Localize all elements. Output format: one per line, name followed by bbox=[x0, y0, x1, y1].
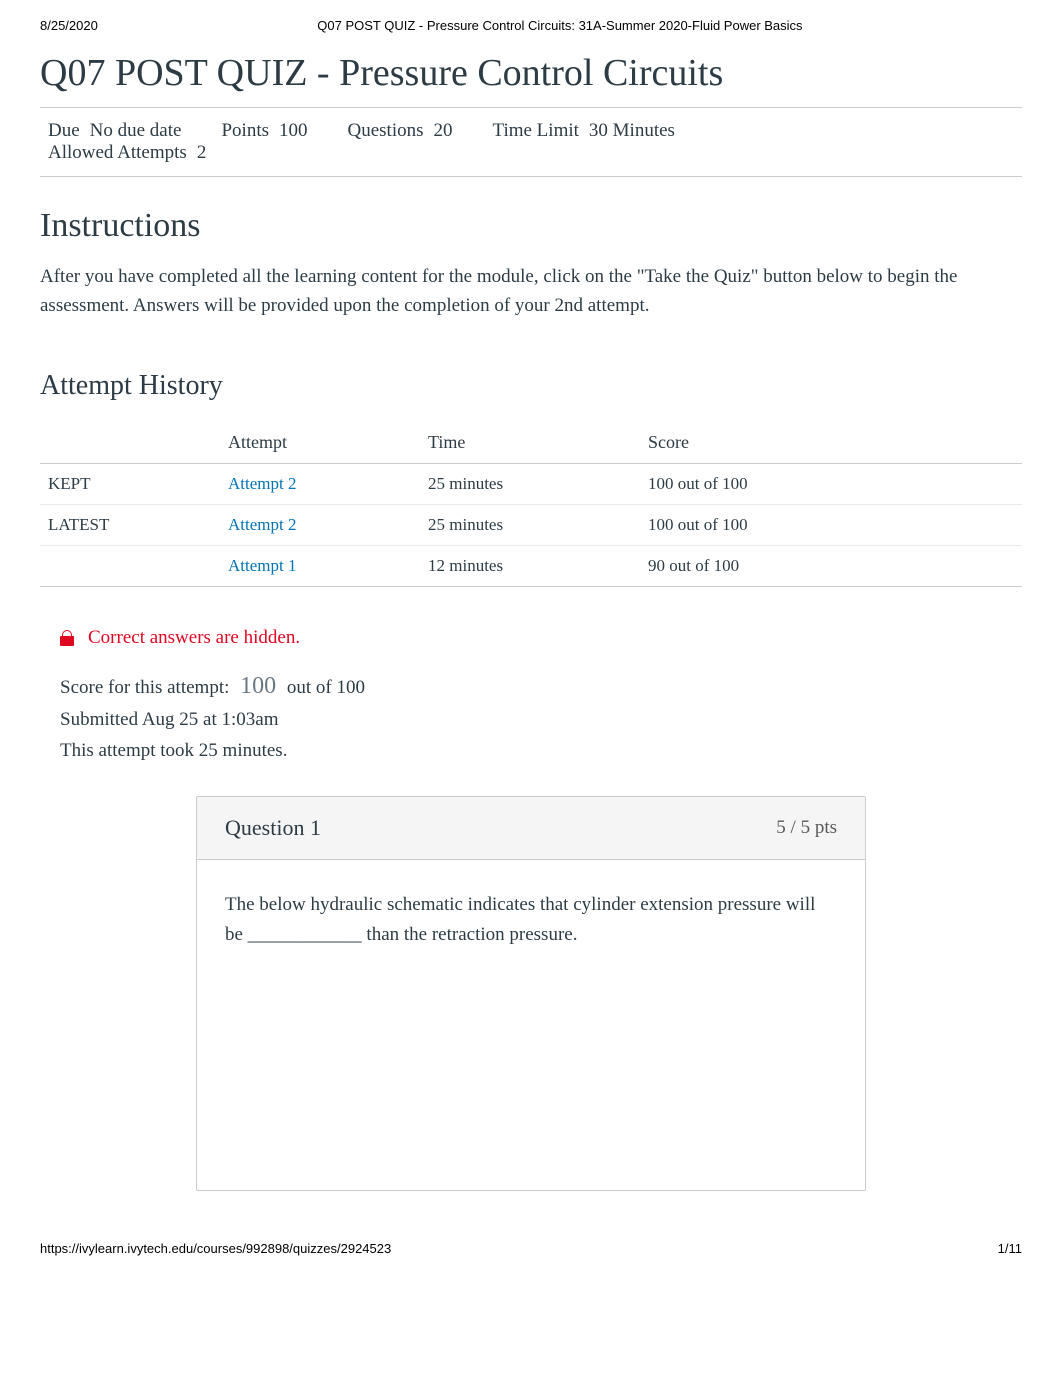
table-row: KEPT Attempt 2 25 minutes 100 out of 100 bbox=[40, 464, 1022, 505]
answers-hidden-text: Correct answers are hidden. bbox=[88, 627, 300, 649]
attempt-link[interactable]: Attempt 2 bbox=[228, 515, 296, 534]
page-content: Q07 POST QUIZ - Pressure Control Circuit… bbox=[0, 51, 1062, 1191]
cell-time: 25 minutes bbox=[420, 464, 640, 505]
cell-status: LATEST bbox=[40, 505, 220, 546]
print-doc-title: Q07 POST QUIZ - Pressure Control Circuit… bbox=[317, 18, 802, 33]
meta-allowed-attempts: Allowed Attempts 2 bbox=[48, 142, 206, 164]
table-row: LATEST Attempt 2 25 minutes 100 out of 1… bbox=[40, 505, 1022, 546]
table-header-row: Attempt Time Score bbox=[40, 422, 1022, 464]
footer-page-number: 1/11 bbox=[998, 1241, 1022, 1256]
meta-points-label: Points bbox=[221, 120, 269, 142]
submitted-line: Submitted Aug 25 at 1:03am bbox=[60, 705, 1022, 735]
col-time: Time bbox=[420, 422, 640, 464]
col-attempt: Attempt bbox=[220, 422, 420, 464]
score-out-of: out of 100 bbox=[287, 677, 365, 698]
cell-status bbox=[40, 546, 220, 587]
meta-questions-value: 20 bbox=[434, 120, 453, 142]
answers-hidden-notice: Correct answers are hidden. bbox=[40, 627, 1022, 649]
cell-score: 100 out of 100 bbox=[640, 505, 1022, 546]
duration-line: This attempt took 25 minutes. bbox=[60, 736, 1022, 766]
cell-time: 25 minutes bbox=[420, 505, 640, 546]
print-footer: https://ivylearn.ivytech.edu/courses/992… bbox=[0, 1191, 1062, 1274]
question-card: Question 1 5 / 5 pts The below hydraulic… bbox=[196, 796, 866, 1191]
score-label: Score for this attempt: bbox=[60, 677, 229, 698]
print-header: 8/25/2020 Q07 POST QUIZ - Pressure Contr… bbox=[0, 0, 1062, 33]
score-summary: Score for this attempt: 100 out of 100 S… bbox=[40, 667, 1022, 766]
cell-status: KEPT bbox=[40, 464, 220, 505]
meta-questions: Questions 20 bbox=[348, 120, 453, 142]
meta-due-value: No due date bbox=[90, 120, 182, 142]
cell-time: 12 minutes bbox=[420, 546, 640, 587]
cell-score: 90 out of 100 bbox=[640, 546, 1022, 587]
lock-icon bbox=[60, 630, 74, 646]
attempt-link[interactable]: Attempt 1 bbox=[228, 556, 296, 575]
col-score: Score bbox=[640, 422, 1022, 464]
meta-allowed-label: Allowed Attempts bbox=[48, 142, 187, 164]
instructions-heading: Instructions bbox=[40, 207, 1022, 245]
score-line: Score for this attempt: 100 out of 100 bbox=[60, 667, 1022, 705]
meta-points: Points 100 bbox=[221, 120, 307, 142]
meta-due: Due No due date bbox=[48, 120, 181, 142]
meta-due-label: Due bbox=[48, 120, 80, 142]
score-value: 100 bbox=[234, 673, 282, 699]
table-row: Attempt 1 12 minutes 90 out of 100 bbox=[40, 546, 1022, 587]
footer-url: https://ivylearn.ivytech.edu/courses/992… bbox=[40, 1241, 391, 1256]
col-status bbox=[40, 422, 220, 464]
meta-allowed-value: 2 bbox=[197, 142, 207, 164]
attempt-link[interactable]: Attempt 2 bbox=[228, 474, 296, 493]
question-points: 5 / 5 pts bbox=[776, 817, 837, 839]
attempt-history-heading: Attempt History bbox=[40, 370, 1022, 402]
page-title: Q07 POST QUIZ - Pressure Control Circuit… bbox=[40, 51, 1022, 95]
meta-timelimit-label: Time Limit bbox=[493, 120, 579, 142]
cell-score: 100 out of 100 bbox=[640, 464, 1022, 505]
meta-timelimit-value: 30 Minutes bbox=[589, 120, 675, 142]
question-title: Question 1 bbox=[225, 815, 321, 841]
meta-points-value: 100 bbox=[279, 120, 308, 142]
question-body: The below hydraulic schematic indicates … bbox=[197, 860, 865, 1190]
question-header: Question 1 5 / 5 pts bbox=[197, 797, 865, 860]
instructions-body: After you have completed all the learnin… bbox=[40, 263, 1022, 320]
attempt-history-table: Attempt Time Score KEPT Attempt 2 25 min… bbox=[40, 422, 1022, 587]
print-date: 8/25/2020 bbox=[40, 18, 98, 33]
quiz-meta-bar: Due No due date Points 100 Questions 20 … bbox=[40, 107, 1022, 177]
meta-timelimit: Time Limit 30 Minutes bbox=[493, 120, 675, 142]
meta-questions-label: Questions bbox=[348, 120, 424, 142]
